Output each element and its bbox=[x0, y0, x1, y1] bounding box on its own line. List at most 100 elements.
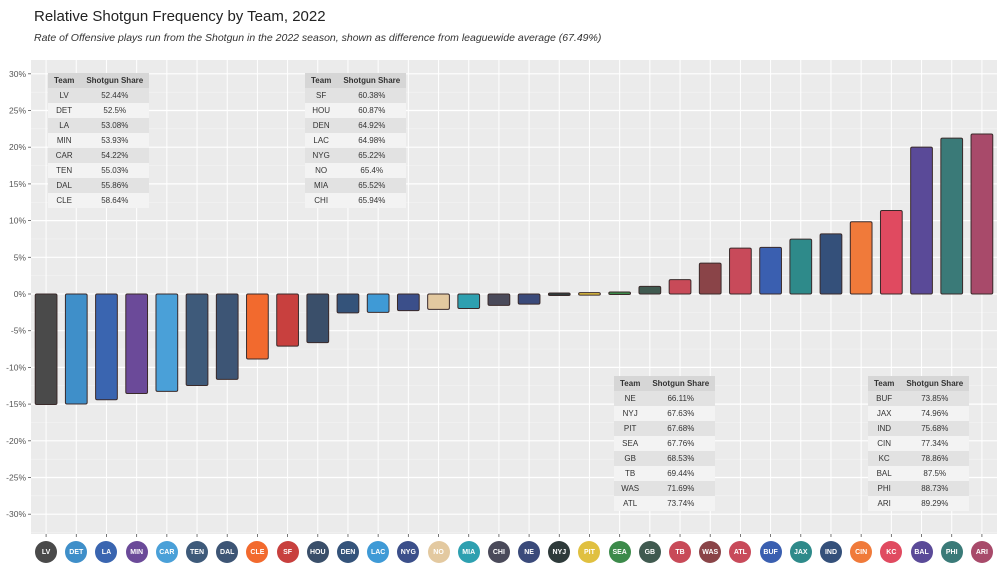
bar-car bbox=[155, 293, 179, 392]
table-header-cell: Team bbox=[868, 376, 901, 391]
table-cell: 54.22% bbox=[80, 148, 150, 163]
y-tick-label: -30% bbox=[6, 509, 26, 519]
table-header-cell: Shotgun Share bbox=[646, 376, 716, 391]
table-row: ATL 73.74% bbox=[614, 496, 716, 511]
bar-lac bbox=[366, 293, 390, 313]
chart-title: Relative Shotgun Frequency by Team, 2022 bbox=[34, 8, 326, 25]
table-header-cell: Team bbox=[48, 73, 81, 88]
team-logo-icon-ari: ARI bbox=[970, 541, 993, 563]
bar-den bbox=[336, 293, 360, 314]
table-cell: CIN bbox=[868, 436, 901, 451]
y-tick-label: 20% bbox=[9, 142, 26, 152]
table-cell: 52.44% bbox=[80, 88, 150, 103]
bar-cin bbox=[849, 221, 873, 295]
table-cell: HOU bbox=[305, 103, 338, 118]
table-cell: 87.5% bbox=[900, 466, 970, 481]
table-cell: 60.38% bbox=[337, 88, 407, 103]
y-tick-label: 25% bbox=[9, 106, 26, 116]
table-cell: ARI bbox=[868, 496, 901, 511]
table-cell: 73.85% bbox=[900, 391, 970, 406]
table-cell: LAC bbox=[305, 133, 338, 148]
table-row: MIN 53.93% bbox=[48, 133, 150, 148]
table-row: IND 75.68% bbox=[868, 421, 970, 436]
y-tick-label: 30% bbox=[9, 69, 26, 79]
table-row: BAL 87.5% bbox=[868, 466, 970, 481]
table-cell: ATL bbox=[614, 496, 647, 511]
bar-no bbox=[427, 293, 450, 310]
table-row: CLE 58.64% bbox=[48, 193, 150, 208]
table-cell: 65.4% bbox=[337, 163, 407, 178]
table-cell: KC bbox=[868, 451, 901, 466]
team-logo-icon-hou: HOU bbox=[306, 541, 329, 563]
table-header-cell: Team bbox=[305, 73, 338, 88]
team-logo-icon-lac: LAC bbox=[367, 541, 390, 563]
team-logo-icon-la: LA bbox=[95, 541, 118, 563]
table-row: PHI 88.73% bbox=[868, 481, 970, 496]
table-cell: 60.87% bbox=[337, 103, 407, 118]
team-logo-icon-nyj: NYJ bbox=[548, 541, 571, 563]
y-tick-label: -5% bbox=[11, 326, 27, 336]
team-logo-icon-jax: JAX bbox=[789, 541, 812, 563]
table-lowest: Team Shotgun Share LV 52.44% DET 52.5% LA 53.08… bbox=[48, 73, 150, 208]
table-cell: DAL bbox=[48, 178, 81, 193]
table-row: NYG 65.22% bbox=[305, 148, 407, 163]
bar-hou bbox=[306, 293, 330, 344]
y-tick-label: -25% bbox=[6, 473, 26, 483]
table-cell: BUF bbox=[868, 391, 901, 406]
bar-jax bbox=[789, 238, 813, 295]
table-cell: NO bbox=[305, 163, 338, 178]
table-row: NE 66.11% bbox=[614, 391, 716, 406]
team-logo-icon-pit: PIT bbox=[578, 541, 601, 563]
bar-ari bbox=[970, 133, 994, 295]
bar-phi bbox=[940, 137, 964, 295]
bar-nyj bbox=[547, 292, 571, 296]
table-cell: DET bbox=[48, 103, 81, 118]
y-tick-label: 5% bbox=[14, 252, 27, 262]
team-logo-icon-phi: PHI bbox=[940, 541, 963, 563]
table-cell: 64.92% bbox=[337, 118, 407, 133]
table-cell: DEN bbox=[305, 118, 338, 133]
y-tick-label: 10% bbox=[9, 216, 26, 226]
table-row: NYJ 67.63% bbox=[614, 406, 716, 421]
table-cell: BAL bbox=[868, 466, 901, 481]
table-high-mid: Team Shotgun Share NE 66.11% NYJ 67.63% PIT 67.… bbox=[614, 376, 716, 511]
table-row: CIN 77.34% bbox=[868, 436, 970, 451]
table-cell: 69.44% bbox=[646, 466, 716, 481]
table-cell: 67.76% bbox=[646, 436, 716, 451]
bar-la bbox=[95, 293, 118, 401]
table-cell: LV bbox=[48, 88, 81, 103]
table-cell: WAS bbox=[614, 481, 647, 496]
table-cell: TB bbox=[614, 466, 647, 481]
table-header-cell: Shotgun Share bbox=[337, 73, 407, 88]
table-cell: 52.5% bbox=[80, 103, 150, 118]
team-logo-icon-atl: ATL bbox=[729, 541, 752, 563]
table-cell: 53.08% bbox=[80, 118, 150, 133]
table-row: MIA 65.52% bbox=[305, 178, 407, 193]
team-logo-icon-no: NO bbox=[427, 541, 450, 563]
table-row: KC 78.86% bbox=[868, 451, 970, 466]
bar-nyg bbox=[396, 293, 420, 312]
table-cell: TEN bbox=[48, 163, 81, 178]
team-logo-icon-det: DET bbox=[65, 541, 88, 563]
team-logo-icon-chi: CHI bbox=[487, 541, 510, 563]
team-logo-icon-was: WAS bbox=[699, 541, 722, 563]
table-row: LA 53.08% bbox=[48, 118, 150, 133]
table-cell: NE bbox=[614, 391, 647, 406]
bar-ne bbox=[517, 293, 541, 305]
table-cell: 67.68% bbox=[646, 421, 716, 436]
bar-buf bbox=[759, 246, 782, 295]
y-tick-label: -15% bbox=[6, 399, 26, 409]
table-cell: CAR bbox=[48, 148, 81, 163]
table-cell: 77.34% bbox=[900, 436, 970, 451]
table-cell: NYJ bbox=[614, 406, 647, 421]
table-cell: 67.63% bbox=[646, 406, 716, 421]
table-cell: IND bbox=[868, 421, 901, 436]
bar-min bbox=[125, 293, 149, 395]
bar-cle bbox=[246, 293, 269, 360]
table-cell: SF bbox=[305, 88, 338, 103]
table-cell: GB bbox=[614, 451, 647, 466]
table-cell: 78.86% bbox=[900, 451, 970, 466]
table-cell: 73.74% bbox=[646, 496, 716, 511]
table-cell: JAX bbox=[868, 406, 901, 421]
